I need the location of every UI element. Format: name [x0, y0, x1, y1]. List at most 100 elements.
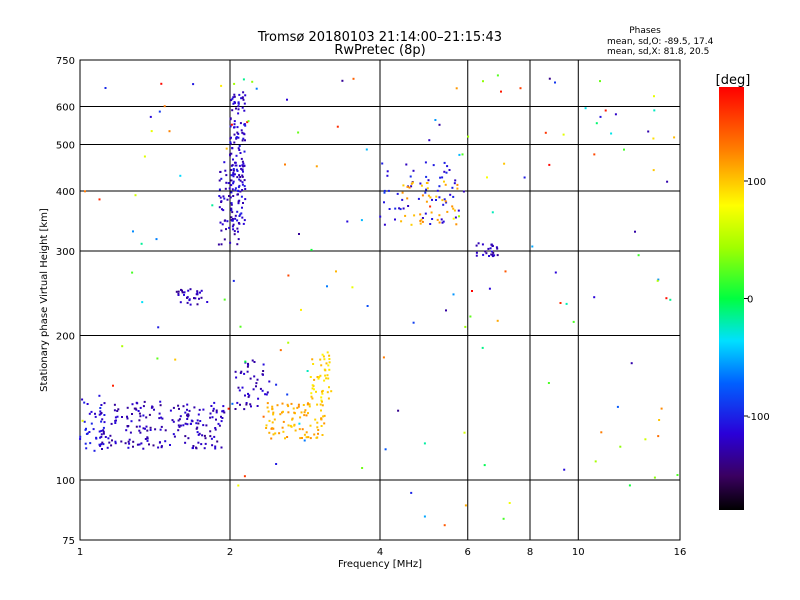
data-point — [89, 442, 92, 445]
data-point — [399, 208, 402, 211]
data-point — [666, 180, 669, 183]
data-point — [653, 95, 655, 98]
data-point — [477, 242, 480, 245]
data-point — [272, 433, 275, 436]
data-point — [229, 196, 232, 199]
data-point — [110, 444, 113, 447]
data-point — [252, 388, 255, 391]
data-point — [255, 385, 257, 388]
data-point — [237, 484, 240, 487]
data-point — [271, 408, 274, 411]
data-point — [440, 218, 443, 221]
data-point — [211, 416, 214, 419]
data-point — [131, 403, 134, 406]
data-point — [303, 433, 306, 436]
data-point — [424, 212, 427, 215]
data-point — [238, 215, 241, 217]
data-point — [456, 183, 459, 186]
data-point — [219, 221, 222, 224]
data-point — [195, 422, 198, 425]
data-point — [259, 387, 262, 390]
data-point — [171, 419, 174, 422]
data-point — [461, 153, 464, 156]
data-point — [237, 112, 240, 115]
data-point — [159, 441, 161, 444]
data-point — [676, 474, 679, 476]
data-point — [383, 223, 386, 226]
data-point — [232, 195, 235, 197]
data-point — [544, 131, 547, 134]
data-point — [303, 439, 306, 442]
data-point — [251, 359, 254, 362]
data-point — [673, 136, 676, 139]
data-point — [412, 321, 415, 324]
data-point — [164, 429, 167, 432]
data-point — [531, 245, 534, 248]
data-point — [177, 424, 180, 427]
data-point — [236, 243, 239, 246]
data-point — [634, 230, 636, 233]
data-point — [669, 298, 672, 301]
data-point — [234, 161, 237, 164]
data-point — [100, 404, 103, 406]
data-point — [235, 154, 238, 157]
data-point — [384, 448, 387, 451]
data-point — [187, 437, 190, 440]
colorbar-tick-label: -100 — [747, 412, 770, 423]
data-point — [326, 351, 329, 354]
data-point — [88, 431, 91, 433]
data-point — [406, 185, 409, 188]
data-point — [205, 424, 208, 427]
data-point — [595, 122, 598, 125]
data-point — [444, 200, 447, 203]
data-point — [155, 238, 158, 241]
data-point — [311, 358, 314, 361]
data-point — [398, 207, 401, 210]
data-point — [383, 191, 386, 194]
data-point — [138, 425, 141, 428]
data-point — [449, 193, 452, 196]
data-point — [464, 504, 467, 507]
data-point — [322, 415, 325, 418]
data-point — [139, 431, 142, 434]
data-point — [491, 255, 494, 258]
data-point — [299, 416, 302, 419]
data-point — [240, 97, 243, 100]
data-point — [665, 297, 668, 300]
data-point — [102, 430, 105, 433]
data-point — [255, 87, 258, 90]
data-point — [275, 383, 278, 386]
data-point — [132, 445, 134, 448]
data-point — [397, 409, 400, 412]
data-point — [452, 195, 455, 198]
data-point — [554, 81, 556, 84]
data-point — [187, 413, 190, 416]
data-point — [225, 228, 227, 231]
data-point — [336, 125, 339, 128]
phases-x-stats: mean, sd,X: 81.8, 20.5 — [607, 47, 709, 57]
data-point — [320, 417, 323, 420]
data-point — [178, 407, 180, 410]
data-point — [237, 136, 240, 139]
data-point — [177, 404, 180, 407]
chart-subtitle: RwPretec (8p) — [334, 43, 425, 58]
data-point — [287, 405, 290, 408]
data-point — [221, 417, 224, 419]
data-point — [469, 315, 472, 318]
data-point — [297, 405, 300, 408]
data-point — [218, 179, 221, 182]
data-point — [233, 120, 236, 123]
data-point — [197, 413, 200, 416]
data-point — [317, 377, 320, 380]
data-point — [273, 418, 276, 421]
data-point — [146, 436, 149, 439]
data-point — [93, 449, 96, 452]
data-point — [223, 238, 226, 241]
data-point — [184, 422, 187, 425]
data-point — [99, 436, 102, 439]
data-point — [230, 99, 233, 102]
data-point — [310, 248, 313, 251]
data-point — [251, 80, 254, 83]
data-point — [98, 413, 101, 416]
